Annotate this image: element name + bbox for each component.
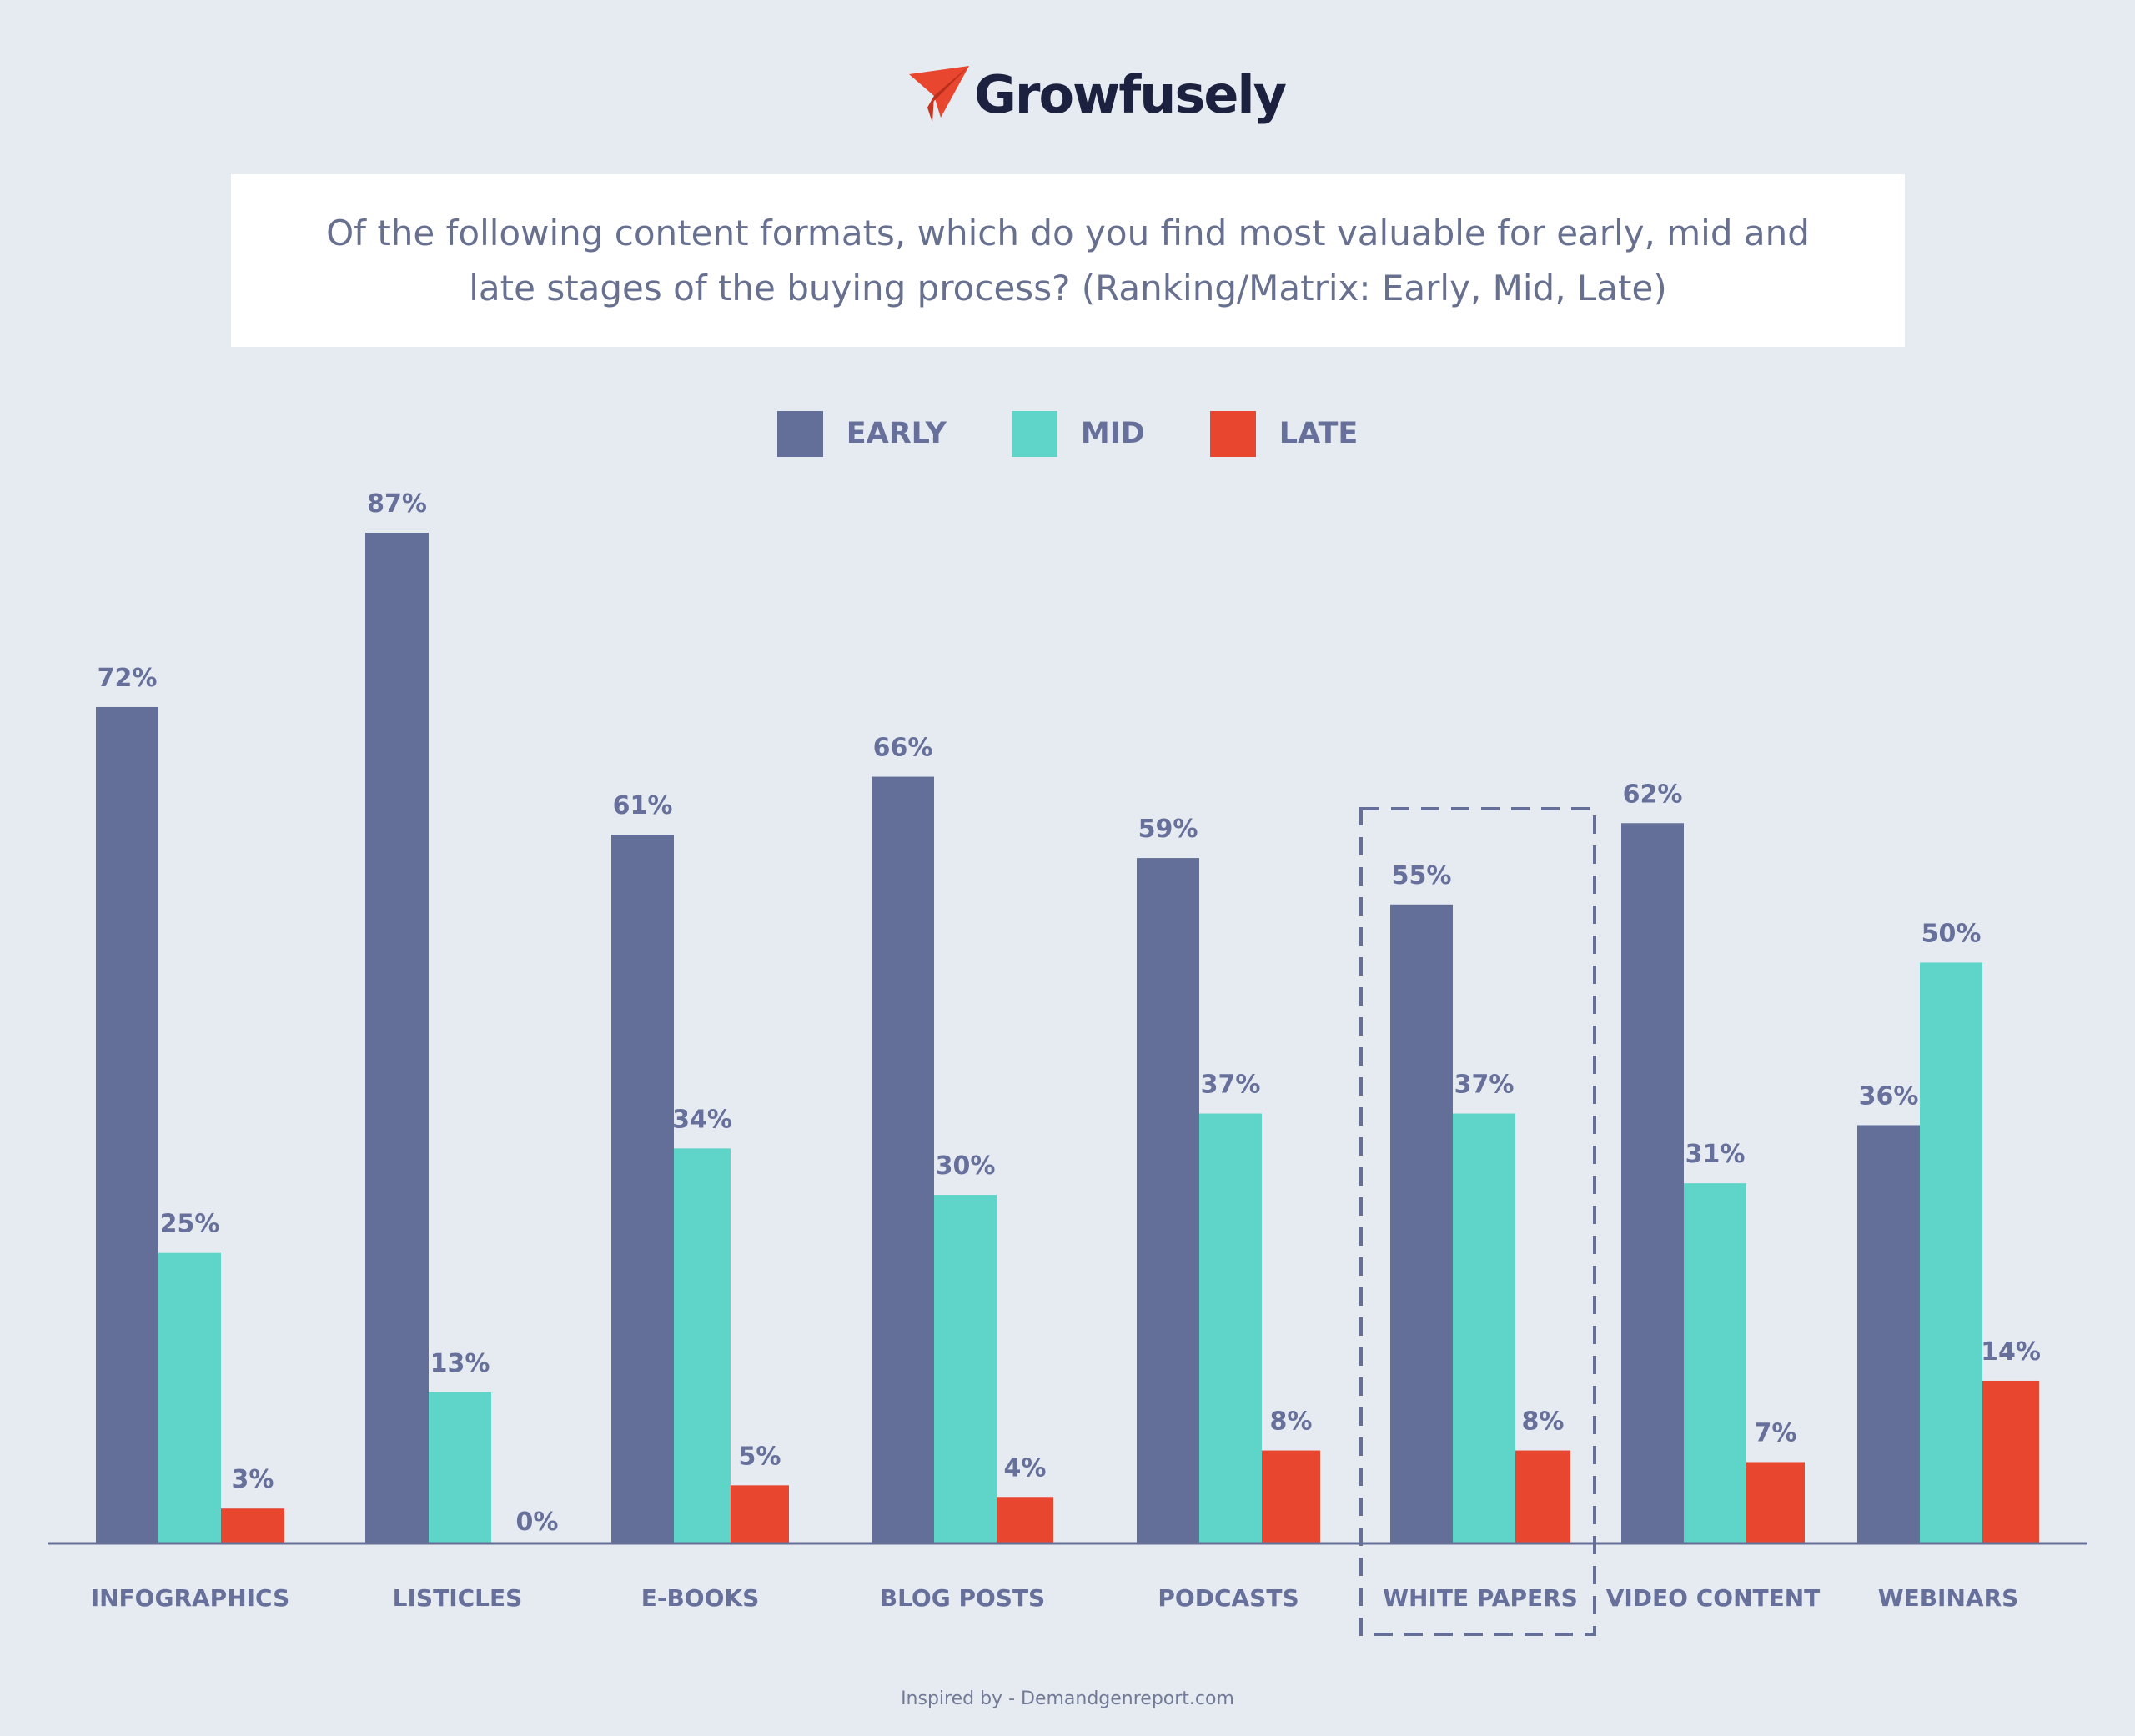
legend-label: EARLY [846,417,947,450]
bar-late-0 [221,1508,284,1543]
value-label-late-2: 5% [739,1442,781,1471]
category-label-2: E-BOOKS [641,1584,760,1612]
value-label-early-6: 62% [1623,780,1683,809]
value-label-late-5: 8% [1522,1407,1565,1437]
legend-item-mid: MID [1011,410,1145,457]
category-label-0: INFOGRAPHICS [91,1584,290,1612]
paper-plane-icon [909,66,969,123]
value-label-early-7: 36% [1859,1081,1919,1111]
brand-logo: Growfusely [909,57,1287,132]
value-label-mid-3: 30% [936,1151,996,1181]
question-box: Of the following content formats, which … [231,174,1905,347]
value-label-early-2: 61% [613,791,673,820]
bar-early-1 [365,533,429,1543]
value-label-early-3: 66% [873,734,933,763]
value-label-late-7: 14% [1981,1337,2041,1367]
bar-late-3 [997,1497,1053,1543]
value-label-late-6: 7% [1755,1418,1797,1448]
value-label-mid-4: 37% [1201,1071,1261,1100]
bar-early-3 [872,776,934,1543]
chart-question: Of the following content formats, which … [326,212,1810,309]
bar-mid-1 [429,1392,491,1543]
legend-swatch [1209,410,1256,457]
category-label-3: BLOG POSTS [880,1584,1045,1612]
bar-early-2 [611,835,674,1543]
highlight-layer [1359,807,1596,1636]
legend-swatch [1011,410,1057,457]
category-label-6: VIDEO CONTENT [1606,1584,1821,1612]
legend-label: MID [1080,417,1145,450]
bar-late-7 [1982,1380,2039,1543]
legend-label: LATE [1278,417,1359,450]
highlight-box-5 [1359,807,1596,1636]
category-label-1: LISTICLES [393,1584,523,1612]
value-label-early-1: 87% [367,489,427,519]
labels-layer: 72% 25% 3% 87% 13% 0% 61% 34% 5% 66% 30% 4% 59% 37% 8%… [98,489,2041,1537]
value-label-mid-5: 37% [1454,1071,1515,1100]
bar-early-5 [1390,904,1453,1543]
legend-item-late: LATE [1209,410,1359,457]
value-label-mid-0: 25% [160,1210,220,1239]
value-label-late-4: 8% [1270,1407,1313,1437]
bars-layer [96,533,2039,1543]
bar-mid-7 [1920,962,1982,1543]
bar-early-6 [1621,823,1684,1543]
value-label-mid-6: 31% [1685,1140,1746,1169]
value-label-late-1: 0% [516,1508,559,1537]
bar-late-2 [731,1485,789,1543]
value-label-late-0: 3% [232,1465,274,1494]
category-label-4: PODCASTS [1158,1584,1299,1612]
legend-item-early: EARLY [776,410,947,457]
bar-mid-4 [1199,1113,1262,1543]
bar-early-4 [1137,858,1199,1543]
bar-mid-2 [674,1148,731,1543]
bar-late-4 [1262,1450,1320,1543]
bar-late-5 [1515,1450,1570,1543]
bar-late-6 [1746,1462,1805,1543]
bar-mid-3 [934,1195,997,1543]
bar-early-0 [96,706,158,1543]
value-label-mid-7: 50% [1922,919,1982,948]
value-label-early-0: 72% [98,664,158,693]
category-labels: INFOGRAPHICS LISTICLES E-BOOKS BLOG POSTS PO… [91,1584,2019,1612]
bar-early-7 [1857,1125,1920,1543]
category-label-7: WEBINARS [1878,1584,2019,1612]
brand-name: Growfusely [974,63,1287,125]
bar-mid-5 [1453,1113,1515,1543]
value-label-late-3: 4% [1004,1453,1047,1483]
bar-mid-6 [1684,1183,1746,1543]
source-footer: Inspired by - Demandgenreport.com [901,1688,1234,1709]
value-label-early-4: 59% [1138,815,1198,844]
value-label-early-5: 55% [1392,861,1452,891]
category-label-5: WHITE PAPERS [1383,1584,1578,1612]
value-label-mid-1: 13% [430,1349,490,1378]
chart-legend: EARLY MID LATE [0,409,2135,459]
bar-mid-0 [158,1252,221,1543]
value-label-mid-2: 34% [672,1105,732,1134]
legend-swatch [776,410,823,457]
